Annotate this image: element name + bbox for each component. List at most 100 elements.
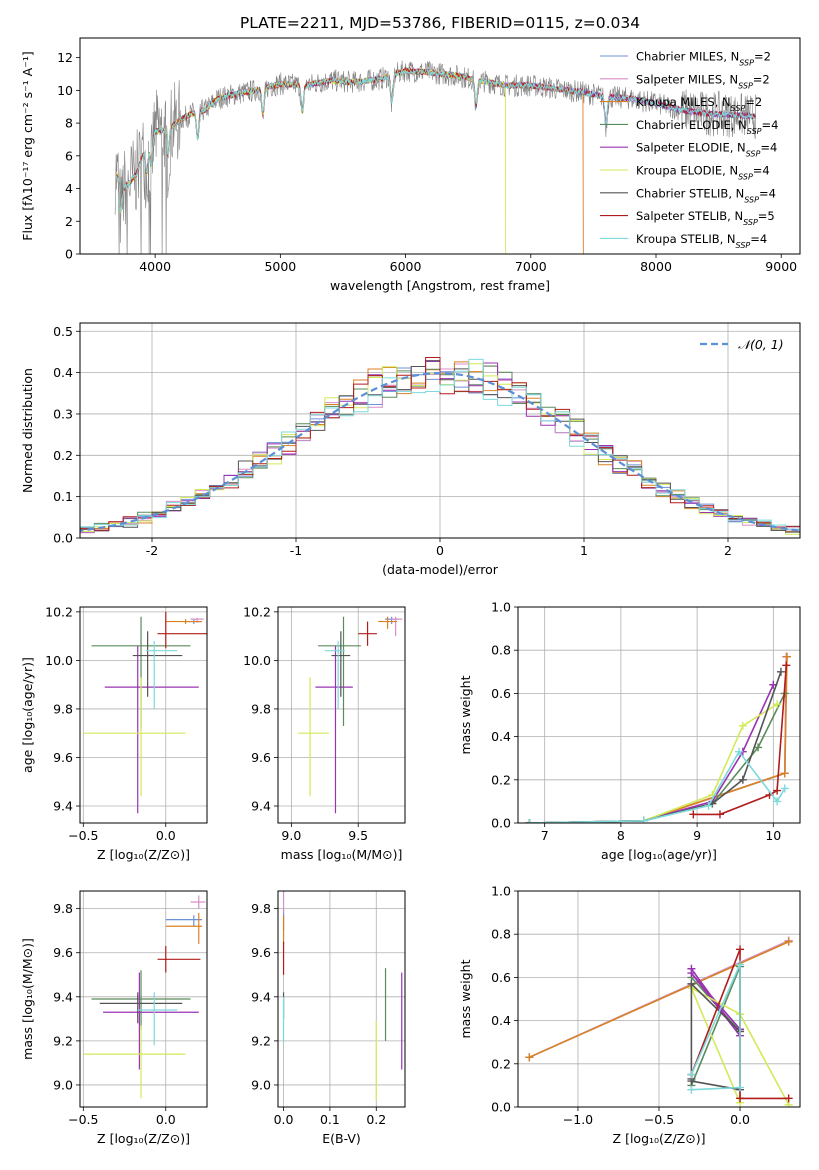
y-tick-label: 0.0 [53,531,73,546]
mass-weight-marker [736,945,745,954]
mass-weight-line [690,981,741,1091]
errorbar-point [324,640,345,709]
y-tick-label: 10.0 [243,653,271,668]
errorbar-point [99,992,183,1024]
mass-weight-marker [736,960,745,969]
plot-area [298,616,403,814]
mass-weight-marker [780,784,789,793]
errorbar-point [157,611,207,649]
legend-label: Kroupa STELIB, NSSP=4 [636,232,767,250]
y-tick-label: 9.4 [251,989,271,1004]
legend-label: Chabrier MILES, NSSP=2 [636,50,771,68]
mass-weight-marker [776,667,785,676]
x-tick-label: 9 [693,828,701,843]
errorbar-point [390,616,403,637]
y-tick-label: 0.2 [491,772,511,787]
errorbar-point [331,631,351,697]
y-tick-label: 10 [57,83,73,98]
y-tick-label: 9.8 [53,701,73,716]
mass-weight-line [529,703,778,823]
y-tick-label: 0.0 [491,1100,511,1115]
y-tick-label: 9.4 [53,799,73,814]
x-axis-label: (data-model)/error [382,562,499,577]
x-axis-label: mass [log₁₀(M/M⊙)] [281,847,403,862]
y-tick-label: 9.8 [251,701,271,716]
mass-weight-marker [783,652,792,661]
x-tick-label: 7000 [515,259,547,274]
y-tick-label: 9.4 [251,799,271,814]
axes-frame [517,606,801,824]
x-tick-label: -2 [146,543,158,558]
x-tick-label: 2 [724,543,732,558]
y-tick-label: 0.5 [53,324,73,339]
y-tick-label: 1.0 [491,600,511,615]
y-tick-label: 0.4 [491,729,511,744]
panel-residuals: -2 -1 0 1 2 0.0 0.1 0.2 0.3 0.4 0.5 (data-model)/er… [20,322,801,577]
mass-weight-marker [687,1070,696,1079]
y-tick-label: 0.6 [491,686,511,701]
y-tick-label: 0.3 [53,406,73,421]
y-tick-label: 12 [57,50,73,65]
mass-weight-marker [736,1083,745,1092]
panel-massweight_vs_age: 7 8 9 10 0.0 0.2 0.4 0.6 0.8 1.0 age [log₁₀(age/yr… [458,600,801,862]
panel-age_vs_Z: −0.5 0.0 9.4 9.6 9.8 10.0 10.2 Z [log₁₀(Z/Z⊙)] a… [20,604,208,862]
x-tick-label: 0.0 [156,828,176,843]
axes-frame [277,606,406,824]
y-axis-label: mass [log₁₀(M/M⊙)] [20,938,35,1060]
x-tick-label: -1 [290,543,302,558]
y-tick-label: 9.6 [251,945,271,960]
mass-weight-marker [754,743,763,752]
x-tick-label: 10 [765,828,781,843]
mass-weight-marker [784,1094,793,1103]
errorbar-point [137,992,178,1046]
y-tick-label: 9.2 [53,1033,73,1048]
residual-histogram-step [80,358,800,536]
x-tick-label: 8000 [640,259,672,274]
mass-weight-line [529,671,782,823]
errorbar-point [83,677,186,797]
y-tick-label: 10.2 [45,604,73,619]
y-tick-label: 9.0 [53,1077,73,1092]
errorbar-point [165,913,203,944]
mass-weight-marker [687,969,696,978]
panel-age_vs_mass: 9.0 9.5 9.4 9.6 9.8 10.0 10.2 mass [log₁₀(M/M⊙)… [243,604,406,862]
mass-weight-marker [738,775,747,784]
y-tick-label: 9.8 [251,901,271,916]
y-tick-label: 0.8 [491,643,511,658]
legend-label: Salpeter MILES, NSSP=2 [636,72,770,90]
errorbar-point [378,616,397,629]
axes-frame [79,37,801,255]
mass-weight-marker [773,786,782,795]
legend-label: Salpeter ELODIE, NSSP=4 [636,141,777,159]
errorbar-point [318,616,361,726]
x-tick-label: 0.1 [320,1112,340,1127]
mass-weight-line [528,941,790,1059]
x-tick-label: 7 [541,828,549,843]
y-axis-label: mass weight [458,959,473,1038]
mass-weight-marker [773,797,782,806]
x-tick-label: 4000 [139,259,171,274]
errorbar-point [145,640,178,709]
errorbar-point [165,619,203,624]
x-tick-label: −0.5 [68,828,98,843]
mass-weight-marker [639,816,648,823]
figure-title: PLATE=2211, MJD=53786, FIBERID=0115, z=0… [240,14,640,32]
errorbar-point [132,631,183,697]
legend-label: Kroupa ELODIE, NSSP=4 [636,164,770,182]
x-axis-label: age [log₁₀(age/yr)] [601,847,717,862]
x-tick-label: 0.2 [366,1112,386,1127]
x-axis-label: wavelength [Angstrom, rest frame] [330,278,550,293]
errorbar-point [83,1025,186,1099]
x-tick-label: 5000 [264,259,296,274]
mass-weight-marker [704,801,713,810]
mass-weight-marker [689,810,698,819]
x-tick-label: 0.0 [156,1112,176,1127]
y-tick-label: 0.4 [53,365,73,380]
y-tick-label: 8 [65,116,73,131]
mass-weight-line [529,750,786,823]
mass-weight-line [529,684,775,823]
mass-weight-line [689,986,790,1106]
x-tick-label: 0 [436,543,444,558]
mass-weight-marker [773,700,782,709]
axes-frame [277,890,406,1108]
